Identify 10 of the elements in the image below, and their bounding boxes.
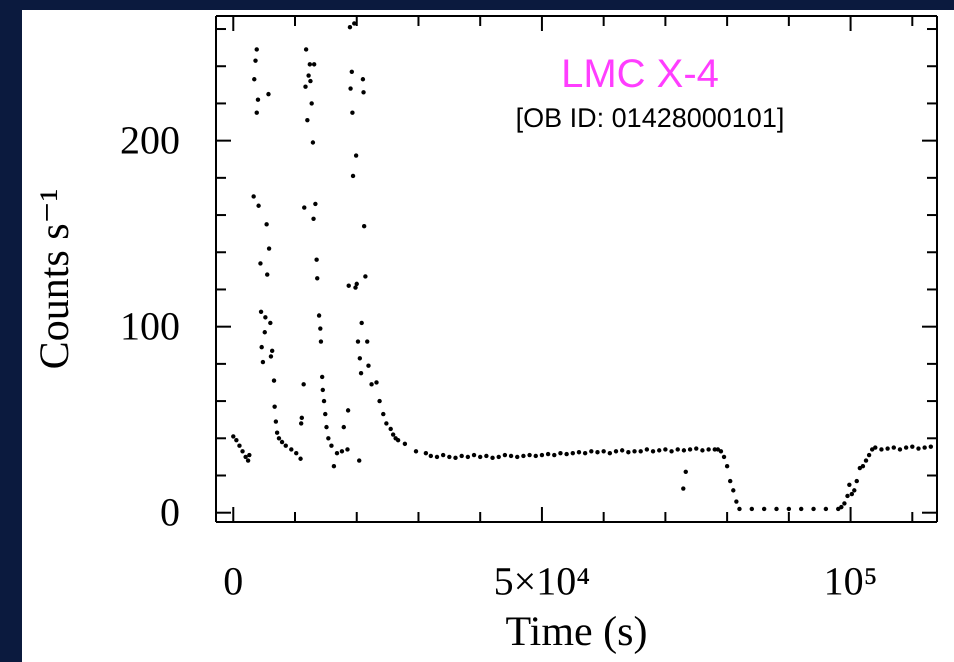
y-axis-title: Counts s⁻¹	[32, 188, 78, 370]
y-tick-label: 100	[120, 303, 180, 348]
x-tick-label: 0	[223, 558, 244, 604]
x-tick-label: 5×10⁴	[494, 558, 590, 604]
y-tick-label: 200	[120, 117, 180, 162]
y-tick-label: 0	[160, 490, 180, 534]
text: [OB ID: 01428000101]	[516, 103, 784, 133]
x-tick-label: 10⁵	[824, 558, 878, 604]
x-axis-title: Time (s)	[506, 609, 648, 655]
text: LMC X-4	[561, 52, 719, 96]
